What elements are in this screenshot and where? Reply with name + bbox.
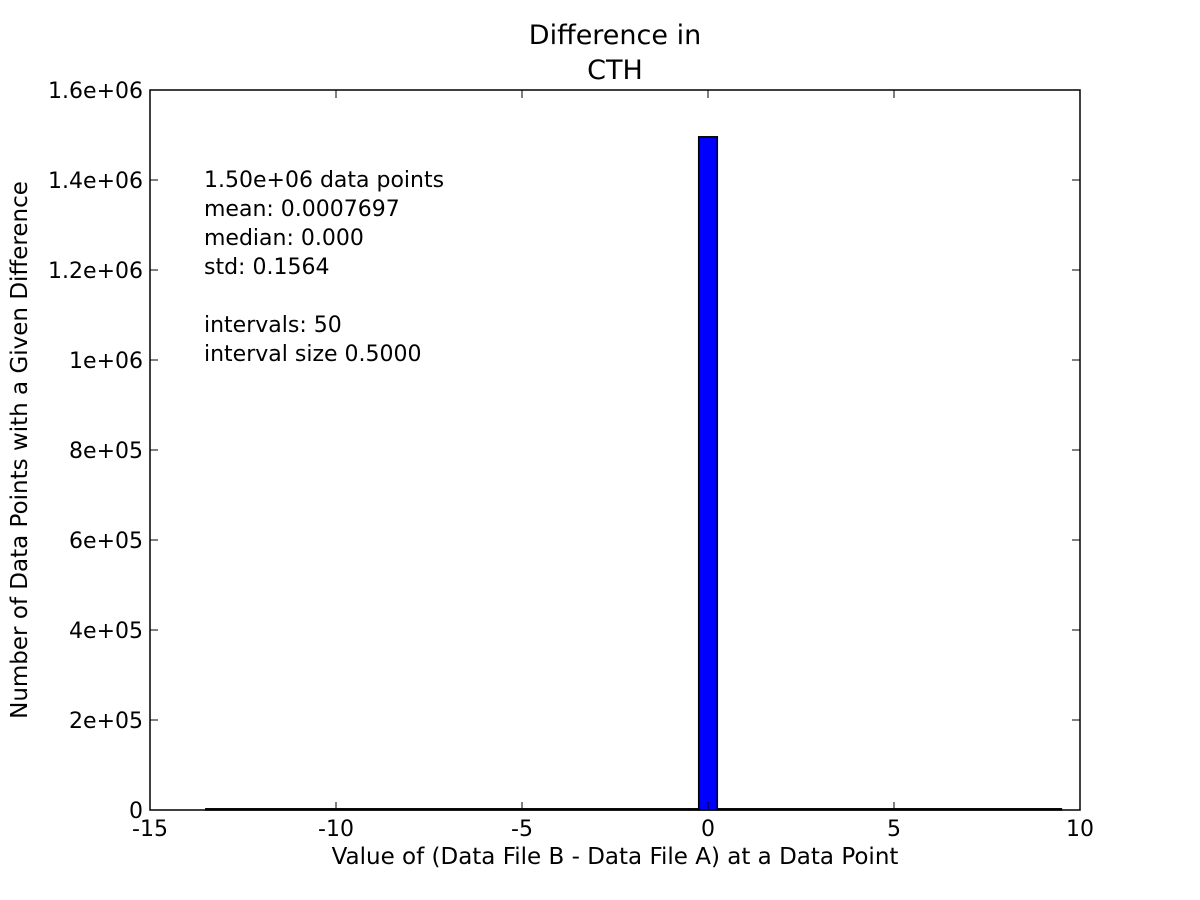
- stats-line: intervals: 50: [204, 313, 342, 338]
- x-tick-label: 0: [701, 817, 715, 842]
- y-tick-label: 1e+06: [69, 349, 143, 374]
- x-tick-label: -15: [132, 817, 168, 842]
- y-tick-label: 4e+05: [69, 619, 143, 644]
- stats-line: median: 0.000: [204, 226, 364, 251]
- y-tick-label: 1.4e+06: [48, 169, 143, 194]
- y-axis-label: Number of Data Points with a Given Diffe…: [7, 181, 33, 719]
- chart-title-line: CTH: [587, 55, 643, 86]
- x-axis-label: Value of (Data File B - Data File A) at …: [332, 844, 899, 870]
- x-tick-label: -5: [511, 817, 533, 842]
- y-tick-label: 6e+05: [69, 529, 143, 554]
- chart-title: Difference in CTH: [529, 20, 701, 86]
- stats-line: std: 0.1564: [204, 255, 329, 280]
- x-tick-label: -10: [318, 817, 354, 842]
- y-tick-label: 1.2e+06: [48, 259, 143, 284]
- x-tick-label: 5: [887, 817, 901, 842]
- y-tick-label: 1.6e+06: [48, 79, 143, 104]
- y-tick-label: 0: [129, 799, 143, 824]
- stats-line: mean: 0.0007697: [204, 197, 400, 222]
- stats-annotation: 1.50e+06 data points mean: 0.0007697 media…: [204, 168, 444, 367]
- x-ticks: -15 -10 -5 0 5 10: [132, 90, 1094, 842]
- y-tick-label: 2e+05: [69, 709, 143, 734]
- histogram-bar: [697, 136, 719, 811]
- stats-line: 1.50e+06 data points: [204, 168, 444, 193]
- x-tick-label: 10: [1066, 817, 1094, 842]
- stats-line: interval size 0.5000: [204, 342, 422, 367]
- chart-title-line: Difference in: [529, 20, 701, 51]
- y-ticks: 0 2e+05 4e+05 6e+05 8e+05 1e+06 1.2e+06 1.4e+06…: [48, 79, 1080, 824]
- y-tick-label: 8e+05: [69, 439, 143, 464]
